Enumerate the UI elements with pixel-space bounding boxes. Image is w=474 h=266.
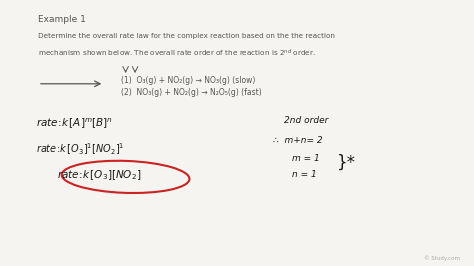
- Text: n = 1: n = 1: [292, 170, 316, 179]
- Text: Determine the overall rate law for the complex reaction based on the the reactio: Determine the overall rate law for the c…: [38, 33, 335, 39]
- Text: $rate\!:\!k\,[O_3][NO_2]$: $rate\!:\!k\,[O_3][NO_2]$: [57, 169, 141, 182]
- Text: mechanism shown below. The overall rate order of the reaction is 2$^{nd}$ order.: mechanism shown below. The overall rate …: [38, 48, 316, 59]
- Text: © Study.com: © Study.com: [424, 255, 460, 261]
- Text: Example 1: Example 1: [38, 15, 86, 24]
- Text: (2)  NO₃(g) + NO₂(g) → N₂O₅(g) (fast): (2) NO₃(g) + NO₂(g) → N₂O₅(g) (fast): [121, 88, 262, 97]
- Text: 2nd order: 2nd order: [284, 116, 329, 125]
- Text: $rate\!:\!k\,[O_3]^1[NO_2]^1$: $rate\!:\!k\,[O_3]^1[NO_2]^1$: [36, 141, 124, 157]
- Text: $rate\!:\!k\,[A]^m[B]^n$: $rate\!:\!k\,[A]^m[B]^n$: [36, 117, 113, 131]
- Text: m = 1: m = 1: [292, 154, 319, 163]
- Text: (1)  O₃(g) + NO₂(g) → NO₃(g) (slow): (1) O₃(g) + NO₂(g) → NO₃(g) (slow): [121, 76, 255, 85]
- Text: }*: }*: [337, 153, 356, 171]
- Text: ∴  m+n= 2: ∴ m+n= 2: [273, 136, 322, 145]
